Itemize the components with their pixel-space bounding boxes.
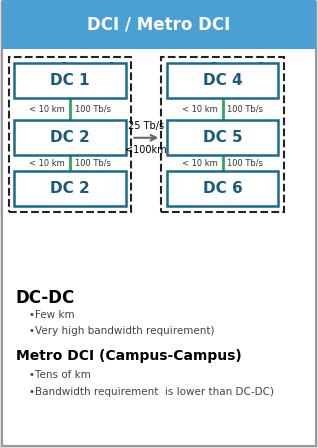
Text: Campus 2: Campus 2	[209, 62, 265, 72]
Text: Campus 1: Campus 1	[59, 62, 115, 72]
Text: < 10 km: < 10 km	[182, 105, 218, 114]
Bar	[2, 0, 316, 49]
Text: 100 Tb/s: 100 Tb/s	[75, 105, 111, 114]
Bar	[14, 171, 126, 206]
Text: DC 6: DC 6	[203, 181, 243, 196]
Text: < 10 km: < 10 km	[182, 159, 218, 168]
Text: DC 1: DC 1	[50, 73, 90, 88]
Text: •Tens of km: •Tens of km	[29, 370, 91, 380]
Bar	[167, 120, 278, 155]
Text: Metro DCI (Campus-Campus): Metro DCI (Campus-Campus)	[16, 349, 242, 363]
Text: 25 Tb/s: 25 Tb/s	[128, 121, 164, 131]
Text: DC-DC: DC-DC	[16, 289, 75, 307]
Text: DC 5: DC 5	[203, 130, 242, 145]
Bar	[167, 63, 278, 98]
Text: < 10 km: < 10 km	[30, 105, 65, 114]
Text: DCI / Metro DCI: DCI / Metro DCI	[87, 16, 231, 34]
Text: DC 4: DC 4	[203, 73, 242, 88]
Bar	[9, 57, 131, 212]
Text: 100 Tb/s: 100 Tb/s	[227, 105, 263, 114]
Text: < 10 km: < 10 km	[30, 159, 65, 168]
Text: •Very high bandwidth requirement): •Very high bandwidth requirement)	[29, 326, 214, 336]
Text: 100 Tb/s: 100 Tb/s	[227, 159, 263, 168]
Text: DC 2: DC 2	[50, 181, 90, 196]
Text: •Bandwidth requirement  is lower than DC-DC): •Bandwidth requirement is lower than DC-…	[29, 387, 273, 396]
Text: •Few km: •Few km	[29, 310, 74, 319]
Text: DC 2: DC 2	[50, 130, 90, 145]
Bar	[161, 57, 284, 212]
Bar	[14, 63, 126, 98]
Bar	[167, 171, 278, 206]
Text: <100km: <100km	[126, 145, 167, 155]
Text: 100 Tb/s: 100 Tb/s	[75, 159, 111, 168]
Bar	[14, 120, 126, 155]
